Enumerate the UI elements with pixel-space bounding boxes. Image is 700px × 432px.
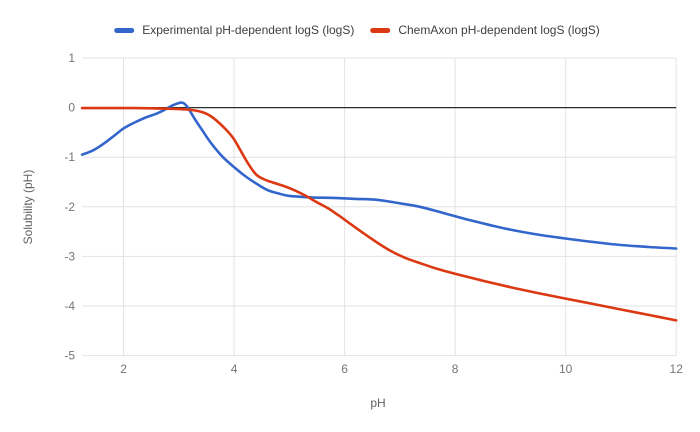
y-tick-label: 0 — [68, 101, 75, 115]
legend-label-experimental: Experimental pH-dependent logS (logS) — [142, 23, 355, 37]
y-tick-label: -4 — [64, 299, 75, 313]
x-tick-label: 10 — [559, 362, 573, 376]
y-tick-label: -1 — [64, 150, 75, 164]
legend-item-experimental[interactable]: Experimental pH-dependent logS (logS) — [114, 23, 354, 37]
series-line-experimental[interactable] — [80, 101, 678, 250]
legend: Experimental pH-dependent logS (logS) Ch… — [114, 23, 600, 37]
legend-item-chemaxon[interactable]: ChemAxon pH-dependent logS (logS) — [370, 23, 600, 37]
x-tick-label: 6 — [341, 362, 348, 376]
x-tick-label: 2 — [120, 362, 127, 376]
legend-swatch-chemaxon-icon — [370, 27, 391, 33]
y-tick-label: -3 — [64, 249, 75, 263]
x-tick-label: 4 — [231, 362, 238, 376]
x-tick-label: 12 — [670, 362, 684, 376]
x-axis-title: pH — [370, 396, 386, 410]
x-tick-label: 8 — [452, 362, 459, 376]
y-tick-label: -5 — [64, 349, 75, 363]
y-axis-title: Solubility (pH) — [21, 169, 35, 245]
y-tick-label: -2 — [64, 200, 75, 214]
legend-label-chemaxon: ChemAxon pH-dependent logS (logS) — [398, 23, 600, 37]
legend-swatch-experimental-icon — [114, 27, 135, 33]
y-tick-label: 1 — [68, 51, 75, 65]
series-line-chemaxon[interactable] — [80, 106, 678, 322]
